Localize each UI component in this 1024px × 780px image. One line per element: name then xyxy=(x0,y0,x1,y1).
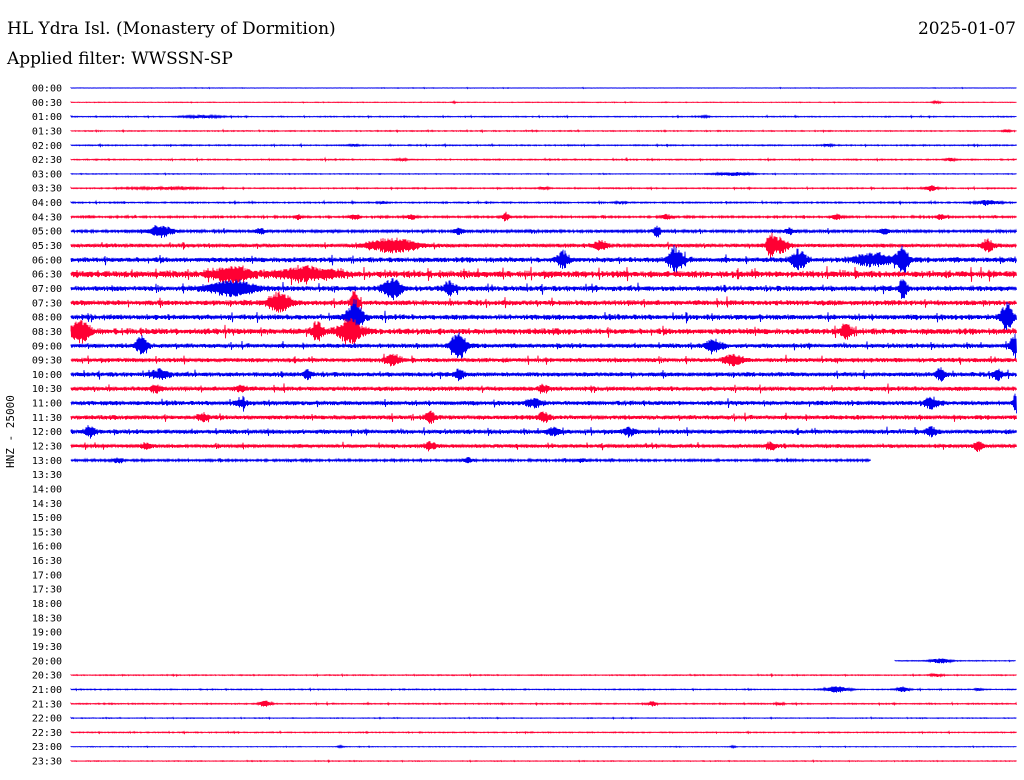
time-label-1600: 16:00 xyxy=(32,542,62,553)
time-label-1100: 11:00 xyxy=(32,399,62,410)
trace-2200 xyxy=(70,716,1017,720)
record-date: 2025-01-07 xyxy=(917,19,1016,39)
time-label-2130: 21:30 xyxy=(32,699,62,710)
trace-0830 xyxy=(70,317,1017,345)
trace-0130 xyxy=(70,128,1017,134)
trace-0000 xyxy=(70,86,1017,90)
trace-2000 xyxy=(894,658,1016,664)
time-label-1300: 13:00 xyxy=(32,456,62,467)
time-label-0300: 03:00 xyxy=(32,169,62,180)
time-label-0500: 05:00 xyxy=(32,227,62,238)
trace-0530 xyxy=(70,232,1017,259)
trace-0100 xyxy=(70,113,1017,120)
trace-0330 xyxy=(70,185,1017,192)
time-label-0700: 07:00 xyxy=(32,284,62,295)
time-label-1430: 14:30 xyxy=(32,499,62,510)
time-label-0830: 08:30 xyxy=(32,327,62,338)
trace-0900 xyxy=(70,332,1017,359)
trace-lines xyxy=(70,86,1017,764)
trace-1230 xyxy=(70,440,1017,453)
time-label-1800: 18:00 xyxy=(32,599,62,610)
trace-0030 xyxy=(70,99,1017,105)
applied-filter: Applied filter: WWSSN-SP xyxy=(7,49,233,69)
time-label-0430: 04:30 xyxy=(32,212,62,223)
trace-1200 xyxy=(70,425,1017,439)
time-label-0200: 02:00 xyxy=(32,141,62,152)
trace-2100 xyxy=(70,686,1017,693)
time-label-0030: 00:30 xyxy=(32,98,62,109)
time-label-0000: 00:00 xyxy=(32,84,62,95)
trace-0730 xyxy=(70,290,1017,316)
time-label-0600: 06:00 xyxy=(32,255,62,266)
time-label-0100: 01:00 xyxy=(32,112,62,123)
station-title: HL Ydra Isl. (Monastery of Dormition) xyxy=(7,19,336,39)
time-label-2200: 22:00 xyxy=(32,714,62,725)
trace-1100 xyxy=(70,393,1017,414)
time-label-1200: 12:00 xyxy=(32,427,62,438)
trace-2330 xyxy=(70,759,1017,764)
trace-2130 xyxy=(70,700,1017,707)
time-label-1830: 18:30 xyxy=(32,613,62,624)
trace-0930 xyxy=(70,353,1017,367)
trace-0600 xyxy=(70,244,1017,276)
trace-1030 xyxy=(70,383,1017,394)
trace-0200 xyxy=(70,142,1017,148)
time-label-1030: 10:30 xyxy=(32,384,62,395)
time-label-1330: 13:30 xyxy=(32,470,62,481)
trace-0800 xyxy=(70,299,1017,335)
time-label-1530: 15:30 xyxy=(32,527,62,538)
time-label-1000: 10:00 xyxy=(32,370,62,381)
time-label-0330: 03:30 xyxy=(32,184,62,195)
trace-0700 xyxy=(70,278,1017,301)
trace-2230 xyxy=(70,730,1017,735)
trace-0400 xyxy=(70,199,1017,207)
trace-2030 xyxy=(70,672,1017,678)
time-label-1130: 11:30 xyxy=(32,413,62,424)
time-label-1400: 14:00 xyxy=(32,484,62,495)
trace-0300 xyxy=(70,171,1017,177)
time-label-1900: 19:00 xyxy=(32,628,62,639)
time-label-0730: 07:30 xyxy=(32,298,62,309)
trace-0630 xyxy=(70,264,1017,286)
time-label-0630: 06:30 xyxy=(32,270,62,281)
time-label-0530: 05:30 xyxy=(32,241,62,252)
time-label-2330: 23:30 xyxy=(32,757,62,768)
time-label-1930: 19:30 xyxy=(32,642,62,653)
time-label-2230: 22:30 xyxy=(32,728,62,739)
time-label-0230: 02:30 xyxy=(32,155,62,166)
trace-0230 xyxy=(70,156,1017,163)
time-label-1730: 17:30 xyxy=(32,585,62,596)
time-label-2030: 20:30 xyxy=(32,671,62,682)
trace-1300 xyxy=(70,456,871,464)
trace-0430 xyxy=(70,211,1017,222)
time-label-2300: 23:00 xyxy=(32,742,62,753)
time-label-1500: 15:00 xyxy=(32,513,62,524)
time-label-0800: 08:00 xyxy=(32,313,62,324)
time-label-2100: 21:00 xyxy=(32,685,62,696)
time-label-0930: 09:30 xyxy=(32,356,62,367)
time-tick-labels: 00:00 00:30 01:00 01:30 02:00 02:30 03:00 03:30… xyxy=(32,84,62,768)
time-label-0900: 09:00 xyxy=(32,341,62,352)
time-label-0400: 04:00 xyxy=(32,198,62,209)
time-label-1230: 12:30 xyxy=(32,442,62,453)
time-label-1700: 17:00 xyxy=(32,570,62,581)
trace-2300 xyxy=(70,744,1017,749)
time-label-1630: 16:30 xyxy=(32,556,62,567)
trace-1000 xyxy=(70,367,1017,382)
trace-0500 xyxy=(70,225,1017,239)
time-label-0130: 01:30 xyxy=(32,126,62,137)
trace-1130 xyxy=(70,410,1017,424)
time-label-2000: 20:00 xyxy=(32,656,62,667)
